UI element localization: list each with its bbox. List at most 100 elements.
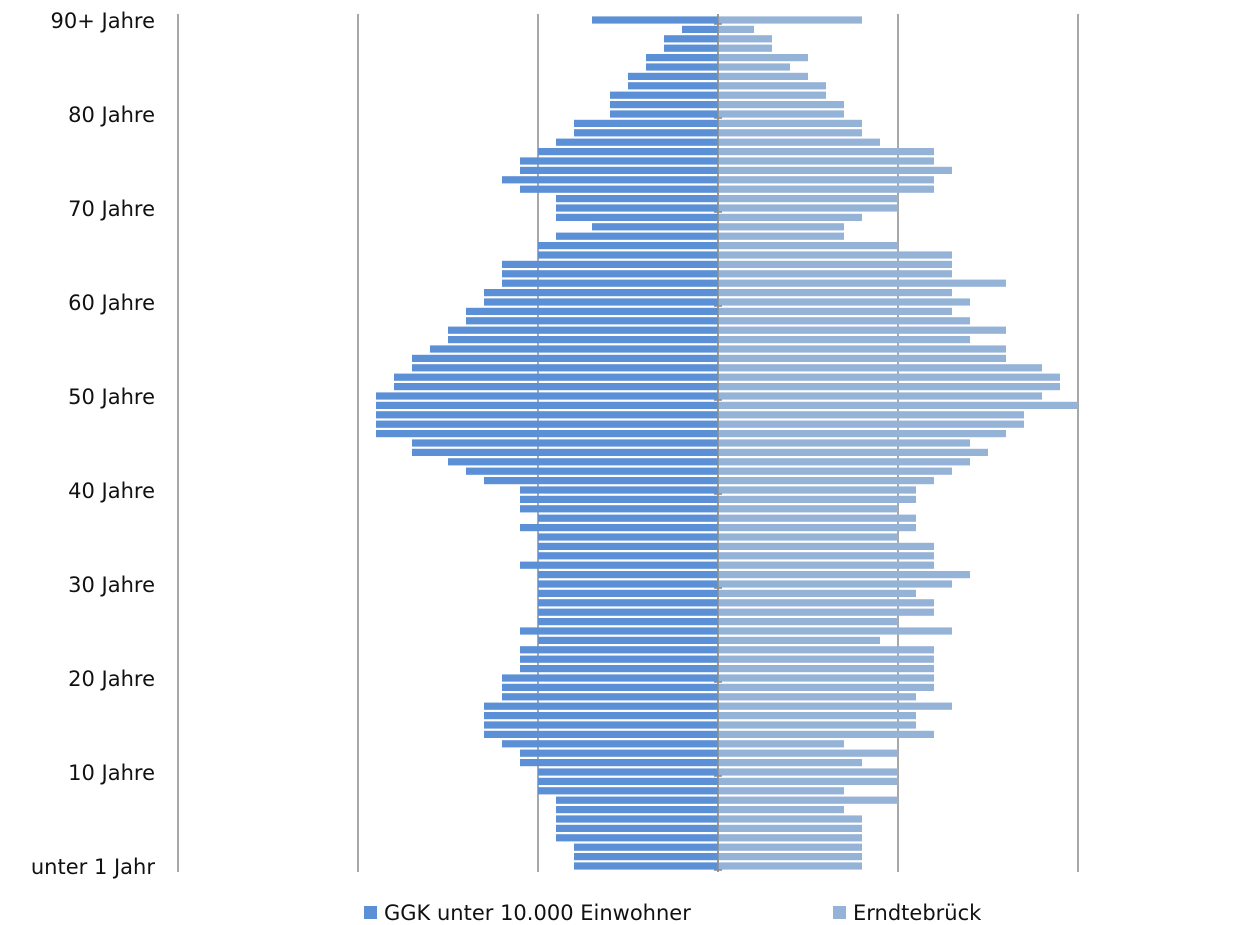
bar xyxy=(718,759,862,767)
bar xyxy=(502,176,718,184)
bar xyxy=(520,157,718,165)
bar xyxy=(502,683,718,691)
bar xyxy=(646,54,718,62)
bar xyxy=(520,749,718,757)
bar xyxy=(718,336,970,344)
legend-swatch xyxy=(364,906,377,919)
bar xyxy=(718,373,1060,381)
bar xyxy=(718,514,916,522)
bar xyxy=(538,242,718,250)
bar xyxy=(448,326,718,334)
bar xyxy=(718,777,898,785)
bar xyxy=(538,580,718,588)
bar xyxy=(718,608,934,616)
bar xyxy=(718,815,862,823)
bar xyxy=(412,439,718,447)
bar xyxy=(718,72,808,80)
bar xyxy=(502,260,718,268)
bar xyxy=(718,552,934,560)
bar xyxy=(718,618,898,626)
bar xyxy=(376,420,718,428)
bar xyxy=(718,768,898,776)
bar xyxy=(376,401,718,409)
bar xyxy=(394,373,718,381)
bar xyxy=(556,138,718,146)
bar xyxy=(718,712,916,720)
bar xyxy=(718,44,772,52)
bar xyxy=(718,364,1042,372)
bar xyxy=(574,862,718,870)
legend-label: Erndtebrück xyxy=(853,901,982,925)
bar xyxy=(484,298,718,306)
bar xyxy=(718,119,862,127)
bar xyxy=(574,853,718,861)
bar xyxy=(718,862,862,870)
bar xyxy=(502,279,718,287)
bar xyxy=(502,270,718,278)
bar xyxy=(610,101,718,109)
bar xyxy=(718,260,952,268)
bar xyxy=(538,514,718,522)
y-tick-label: 80 Jahre xyxy=(68,103,155,127)
bar xyxy=(574,119,718,127)
bar xyxy=(718,796,898,804)
bar xyxy=(538,251,718,259)
bar xyxy=(718,561,934,569)
bar xyxy=(682,25,718,33)
bar xyxy=(718,401,1078,409)
bar xyxy=(718,495,916,503)
bar xyxy=(718,665,934,673)
bar xyxy=(718,542,934,550)
bar xyxy=(718,806,844,814)
bar xyxy=(718,289,952,297)
bar xyxy=(718,195,898,203)
bar xyxy=(556,824,718,832)
bar xyxy=(718,486,916,494)
bar xyxy=(520,524,718,532)
bar xyxy=(718,683,934,691)
bar xyxy=(718,599,934,607)
bar xyxy=(718,298,970,306)
bar xyxy=(556,213,718,221)
bar xyxy=(520,495,718,503)
bar xyxy=(718,279,1006,287)
bar xyxy=(538,542,718,550)
bar xyxy=(466,467,718,475)
bar xyxy=(718,505,898,513)
y-tick-label: unter 1 Jahr xyxy=(31,855,155,879)
bar xyxy=(484,289,718,297)
bar xyxy=(448,458,718,466)
bar xyxy=(718,148,934,156)
bar xyxy=(718,702,952,710)
bar xyxy=(718,655,934,663)
bar xyxy=(718,477,934,485)
bar xyxy=(538,608,718,616)
bar xyxy=(484,477,718,485)
bar xyxy=(538,589,718,597)
bar xyxy=(556,195,718,203)
bar xyxy=(376,430,718,438)
bar xyxy=(412,364,718,372)
bar xyxy=(538,618,718,626)
bar xyxy=(484,702,718,710)
bar xyxy=(718,843,862,851)
bar xyxy=(718,110,844,118)
bar xyxy=(718,307,952,315)
bar xyxy=(718,693,916,701)
bar xyxy=(664,44,718,52)
bar xyxy=(556,806,718,814)
bar xyxy=(718,420,1024,428)
bar xyxy=(718,580,952,588)
bar xyxy=(520,627,718,635)
bar xyxy=(466,307,718,315)
bar xyxy=(538,777,718,785)
bar xyxy=(646,63,718,71)
y-tick-label: 10 Jahre xyxy=(68,761,155,785)
bar xyxy=(628,72,718,80)
bar xyxy=(718,524,916,532)
bar xyxy=(718,354,1006,362)
y-tick-label: 40 Jahre xyxy=(68,479,155,503)
bar xyxy=(538,787,718,795)
